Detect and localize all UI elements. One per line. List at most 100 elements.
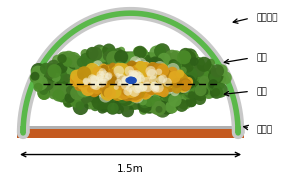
Point — [59, 90, 64, 93]
Point — [94, 84, 99, 87]
Point — [116, 81, 121, 84]
Point — [218, 89, 223, 92]
Point — [196, 85, 200, 87]
Point — [120, 96, 125, 99]
Point — [75, 92, 80, 94]
Point — [146, 105, 151, 108]
Point — [170, 71, 175, 74]
Point — [107, 79, 112, 82]
Point — [77, 104, 82, 107]
Point — [125, 80, 130, 83]
Point — [172, 81, 177, 84]
Point — [160, 86, 165, 89]
Point — [91, 56, 96, 59]
Point — [163, 94, 168, 97]
Point — [172, 76, 177, 78]
Text: 1.5m: 1.5m — [117, 164, 144, 174]
Point — [36, 71, 40, 74]
Point — [107, 85, 112, 87]
Point — [136, 84, 141, 87]
Point — [151, 68, 156, 71]
Point — [146, 88, 151, 91]
Point — [146, 87, 151, 90]
Point — [76, 85, 81, 88]
Point — [157, 71, 161, 74]
Point — [63, 67, 68, 70]
Point — [166, 78, 170, 81]
Point — [106, 75, 110, 78]
Point — [41, 93, 46, 96]
Point — [88, 79, 93, 82]
Point — [110, 71, 114, 73]
Point — [94, 78, 99, 81]
Point — [165, 77, 170, 80]
Point — [136, 101, 141, 104]
Point — [105, 86, 110, 89]
Point — [97, 96, 101, 99]
Point — [144, 74, 149, 76]
Point — [107, 89, 112, 92]
Point — [79, 76, 83, 79]
Point — [46, 68, 51, 71]
Point — [128, 71, 133, 74]
Point — [113, 79, 118, 81]
Point — [173, 65, 178, 68]
Point — [162, 85, 167, 88]
Point — [67, 96, 72, 99]
Point — [112, 75, 117, 78]
Point — [131, 83, 136, 86]
Point — [120, 81, 124, 84]
Point — [122, 58, 126, 61]
Point — [139, 89, 144, 92]
Point — [100, 56, 105, 59]
Point — [177, 76, 182, 79]
Point — [131, 78, 136, 81]
Point — [154, 52, 159, 54]
Point — [36, 86, 40, 89]
Point — [96, 79, 101, 82]
Point — [81, 67, 85, 70]
Point — [168, 103, 173, 106]
Point — [144, 67, 148, 69]
Point — [100, 76, 105, 79]
Point — [152, 87, 157, 89]
Point — [80, 83, 85, 86]
Point — [137, 86, 142, 89]
Point — [128, 58, 133, 61]
Point — [152, 77, 157, 80]
Point — [64, 61, 68, 63]
Point — [101, 53, 106, 55]
Point — [159, 66, 164, 69]
Point — [121, 80, 125, 83]
Point — [167, 56, 171, 59]
Point — [186, 87, 190, 90]
Point — [82, 71, 87, 74]
Point — [164, 74, 168, 76]
Point — [102, 80, 107, 83]
Point — [99, 75, 104, 77]
Point — [116, 70, 121, 72]
Point — [135, 93, 140, 95]
Point — [167, 59, 172, 62]
Point — [133, 72, 138, 74]
Point — [96, 68, 100, 71]
Text: マルチ: マルチ — [256, 125, 272, 134]
Point — [144, 75, 148, 77]
Point — [103, 101, 108, 104]
Point — [159, 98, 164, 101]
Point — [135, 80, 140, 82]
Point — [95, 86, 100, 89]
Point — [148, 72, 153, 75]
Point — [82, 81, 87, 84]
Point — [132, 104, 137, 107]
Point — [214, 71, 219, 74]
Point — [111, 78, 116, 81]
Point — [128, 78, 132, 81]
Point — [119, 77, 124, 80]
Point — [56, 94, 61, 97]
Point — [180, 77, 184, 80]
Point — [85, 88, 90, 90]
Point — [156, 84, 161, 86]
Point — [88, 100, 92, 103]
Point — [127, 72, 131, 74]
